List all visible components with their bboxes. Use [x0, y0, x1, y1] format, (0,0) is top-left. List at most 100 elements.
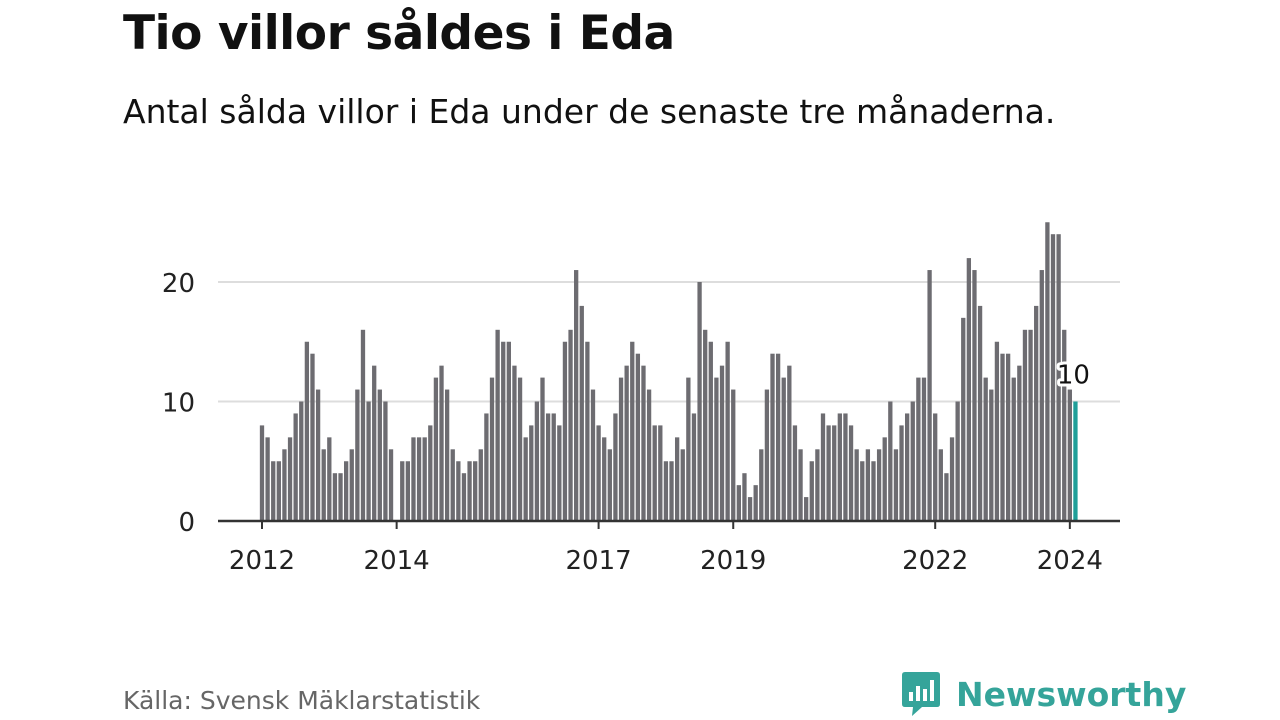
bar [697, 282, 702, 521]
bar [663, 461, 669, 521]
bar [310, 353, 315, 521]
bar [899, 425, 904, 521]
bar [792, 425, 798, 521]
bar [495, 329, 500, 521]
bar [652, 425, 657, 521]
bar [383, 401, 388, 521]
bar [1011, 377, 1016, 521]
bar [512, 365, 517, 521]
bar [473, 461, 478, 521]
bar [658, 425, 663, 521]
bar [826, 425, 831, 521]
bar [332, 473, 338, 521]
bar [955, 401, 960, 521]
bar [848, 425, 854, 521]
bar [966, 258, 972, 521]
bar [719, 365, 725, 521]
bar [444, 389, 450, 521]
bar [927, 270, 932, 521]
bar [562, 341, 568, 521]
bar [798, 449, 803, 521]
bar [545, 413, 551, 521]
bar [517, 377, 523, 521]
bar [439, 365, 444, 521]
bar [983, 377, 988, 521]
bar [400, 461, 405, 521]
bar [944, 473, 949, 521]
bar [972, 270, 977, 521]
data-labels: 10 [1054, 358, 1093, 394]
bar [916, 377, 921, 521]
bar [1017, 365, 1022, 521]
source-note: Källa: Svensk Mäklarstatistik [123, 686, 481, 715]
bar [596, 425, 601, 521]
bar [809, 461, 814, 521]
bar [293, 413, 298, 521]
bar [781, 377, 786, 521]
bar [461, 473, 467, 521]
bar [888, 401, 893, 521]
bar [933, 413, 938, 521]
bar [450, 449, 455, 521]
bar [618, 377, 624, 521]
bar [579, 305, 584, 521]
bar [680, 449, 685, 521]
x-tick-label: 2024 [1037, 546, 1103, 576]
bar [921, 377, 927, 521]
bar [506, 341, 511, 521]
bar [360, 329, 366, 521]
bar [265, 437, 270, 521]
bar [775, 353, 781, 521]
bar [876, 449, 882, 521]
bar [259, 425, 265, 521]
bar [882, 437, 887, 521]
bar [489, 377, 495, 521]
bar [714, 377, 719, 521]
bar [478, 449, 483, 521]
bar [832, 425, 837, 521]
x-tick-label: 2019 [700, 546, 766, 576]
bar [405, 461, 411, 521]
bar [753, 485, 758, 521]
bar [557, 425, 562, 521]
bar [989, 389, 994, 521]
bar [1000, 353, 1005, 521]
bar [759, 449, 764, 521]
bar [1050, 234, 1056, 521]
brand: Newsworthy [900, 670, 1186, 718]
bar [529, 425, 534, 521]
bar [540, 377, 545, 521]
bar [585, 341, 590, 521]
chart-subtitle: Antal sålda villor i Eda under de senast… [123, 92, 1056, 131]
y-tick-label: 0 [178, 508, 195, 538]
bar [770, 353, 775, 521]
bar [949, 437, 955, 521]
bar [961, 317, 966, 521]
bar [635, 353, 641, 521]
bar [742, 473, 747, 521]
bar [428, 425, 433, 521]
bar [804, 497, 809, 521]
bar [574, 270, 579, 521]
bar [1022, 329, 1028, 521]
bar [1039, 270, 1044, 521]
newsworthy-logo-icon [902, 672, 940, 716]
bar [327, 437, 332, 521]
bar [276, 461, 281, 521]
bar [674, 437, 680, 521]
bar [641, 365, 646, 521]
bar [669, 461, 674, 521]
bar [871, 461, 876, 521]
bar [865, 449, 871, 521]
bar [893, 449, 899, 521]
bar [355, 389, 360, 521]
bar [416, 437, 422, 521]
bar [1056, 234, 1061, 521]
bar [1062, 329, 1067, 521]
y-tick-label: 10 [162, 389, 195, 419]
bar [624, 365, 629, 521]
bar [523, 437, 528, 521]
bar [613, 413, 618, 521]
bar [764, 389, 770, 521]
